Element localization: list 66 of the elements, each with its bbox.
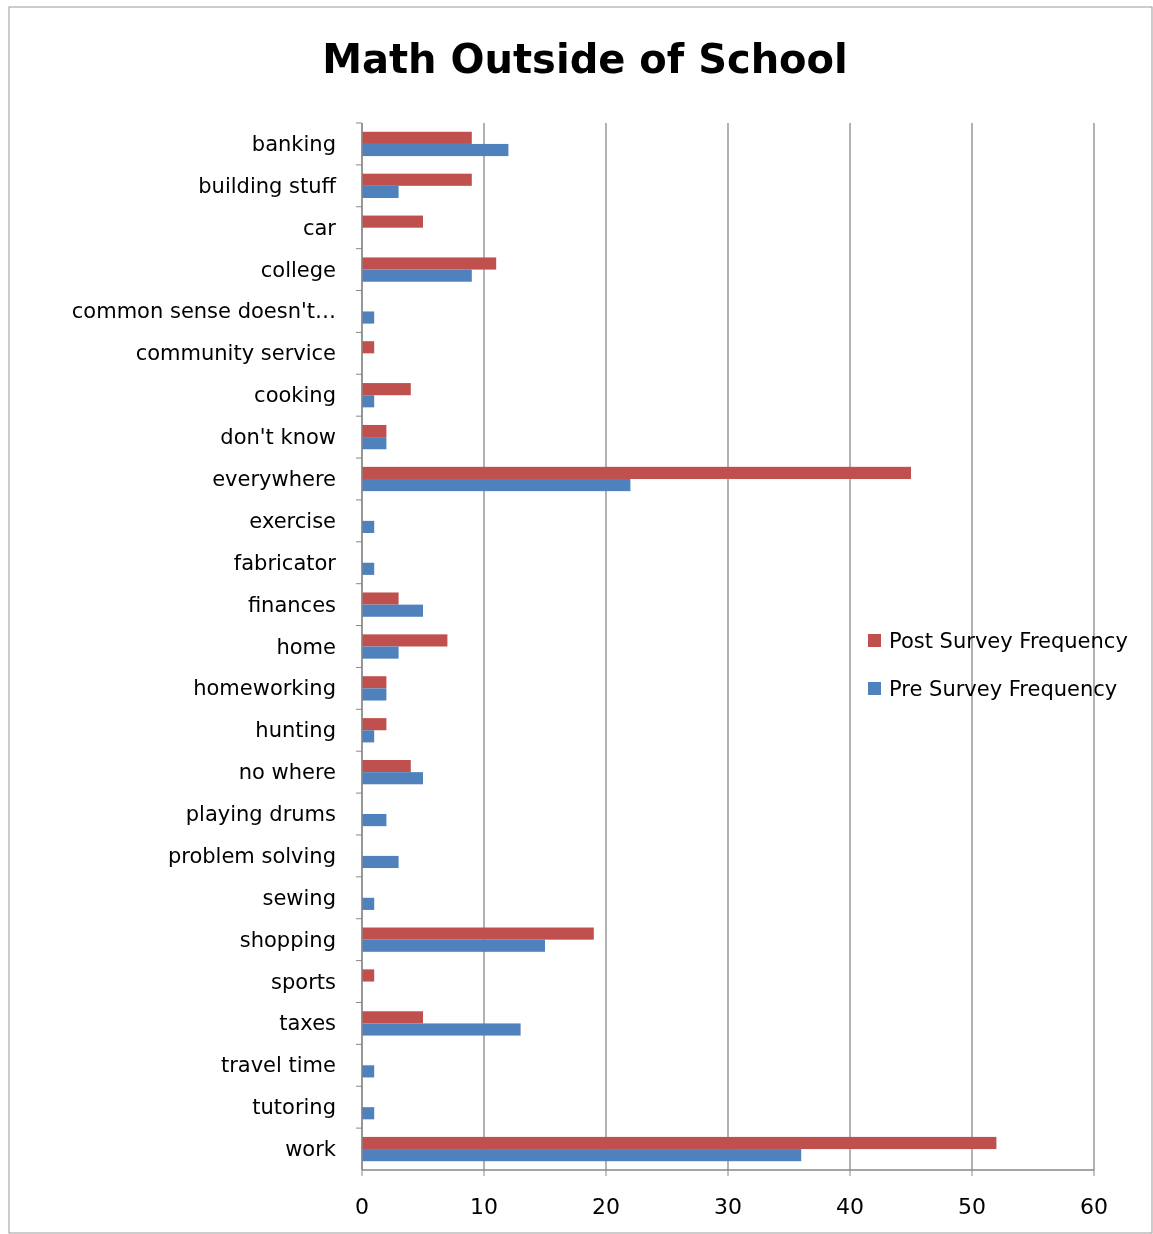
y-tick-label: everywhere [212,466,336,491]
x-tick-label: 0 [355,1194,369,1219]
y-tick-label: tutoring [252,1095,336,1120]
bar [362,143,509,157]
bar [362,772,423,785]
y-tick-label: taxes [279,1011,336,1036]
bar [362,173,472,186]
bar [362,969,375,982]
x-tick-label: 40 [836,1194,864,1219]
bar [362,1011,423,1024]
y-tick-label: no where [238,760,336,785]
y-tick-label: finances [247,592,336,617]
y-tick-label: home [276,634,336,659]
bar [362,634,448,647]
y-tick-label: problem solving [167,843,336,868]
bar [362,814,387,827]
y-tick-label: playing drums [185,802,336,827]
y-tick-label: college [260,257,336,282]
x-tick-label: 10 [470,1194,498,1219]
x-tick-label: 50 [958,1194,986,1219]
y-tick-label: shopping [239,927,336,952]
x-tick-label: 30 [714,1194,742,1219]
y-tick-label: car [302,215,337,240]
bar [362,215,423,228]
bar [362,646,399,659]
y-tick-label: community service [135,341,336,366]
bar [362,311,375,324]
y-tick-label: fabricator [233,550,337,575]
y-tick-label: don't know [220,425,336,450]
bar [362,1149,802,1162]
y-tick-label: hunting [255,718,336,743]
bar [362,855,399,869]
bar [362,688,387,701]
y-tick-label: sports [271,969,336,994]
bar [362,185,399,198]
bar [362,383,411,396]
bar [362,592,399,605]
bar [362,760,411,773]
bar [362,1023,521,1036]
bar [362,466,911,479]
bar [362,269,472,282]
y-tick-label: banking [251,131,336,156]
y-tick-label: travel time [220,1053,336,1078]
bar [362,131,472,144]
legend-label: Post Survey Frequency [889,629,1128,653]
y-tick-label: common sense doesn't… [71,299,336,324]
x-tick-label: 60 [1080,1194,1108,1219]
bar [362,676,387,689]
chart-title: Math Outside of School [322,36,848,82]
bar [362,478,631,492]
bar [362,939,545,952]
bar [362,1136,997,1150]
bar [362,604,423,617]
bar [362,424,387,438]
bar [362,437,387,450]
y-tick-label: cooking [254,383,336,408]
bar [362,257,497,270]
y-tick-label: work [285,1137,337,1162]
y-tick-label: sewing [262,885,336,910]
legend-label: Pre Survey Frequency [889,677,1118,701]
y-tick-label: building stuff [198,173,337,198]
bar [362,718,387,731]
bar [362,927,594,940]
x-tick-label: 20 [592,1194,620,1219]
y-tick-label: exercise [249,508,336,533]
y-tick-label: homeworking [193,676,336,701]
